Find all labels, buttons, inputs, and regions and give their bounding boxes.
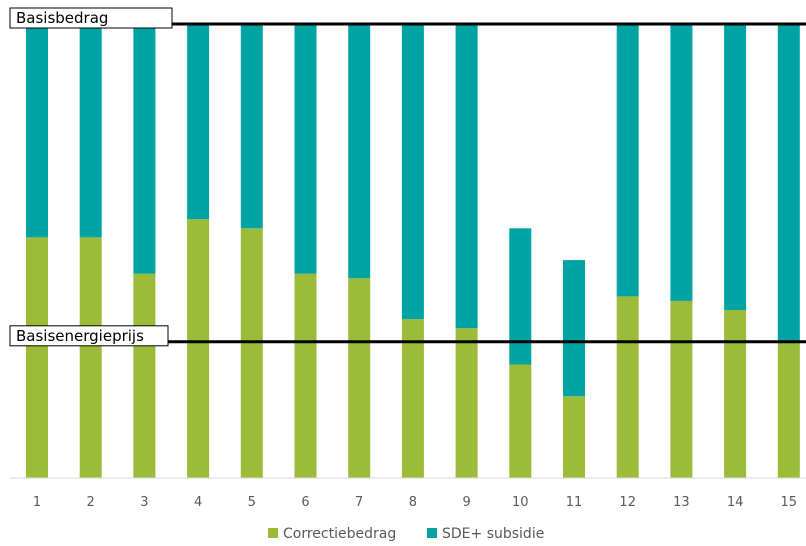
bar-sde-subsidie-11	[563, 260, 585, 397]
x-tick-label-11: 11	[566, 495, 583, 510]
reference-label-basisbedrag: Basisbedrag	[16, 9, 108, 27]
bar-correctiebedrag-5	[240, 228, 263, 478]
bar-sde-subsidie-5	[240, 24, 263, 229]
bar-correctiebedrag-12	[616, 296, 639, 478]
bar-sde-subsidie-1	[26, 24, 48, 238]
x-tick-label-15: 15	[781, 495, 798, 510]
bar-sde-subsidie-7	[348, 24, 371, 279]
bar-sde-subsidie-9	[455, 24, 478, 329]
x-tick-label-14: 14	[727, 495, 744, 510]
x-tick-label-5: 5	[248, 495, 256, 510]
legend-label-correctiebedrag: Correctiebedrag	[283, 526, 396, 542]
bar-correctiebedrag-10	[509, 364, 532, 478]
bar-correctiebedrag-1	[26, 237, 48, 478]
x-tick-labels: 1 2 3 4 5 6 7 8 9 10 11 12 13 14 15	[33, 495, 797, 510]
reference-label-box	[9, 325, 169, 347]
bar-correctiebedrag-2	[79, 237, 102, 478]
x-tick-label-2: 2	[87, 495, 95, 510]
bar-sde-subsidie-10	[509, 228, 532, 365]
bar-sde-subsidie-12	[616, 24, 639, 297]
legend: Correctiebedrag SDE+ subsidie	[268, 526, 544, 542]
x-tick-label-4: 4	[194, 495, 202, 510]
bar-correctiebedrag-15	[777, 341, 800, 478]
bar-correctiebedrag-14	[724, 310, 747, 478]
bar-sde-subsidie-13	[670, 24, 693, 301]
bar-sde-subsidie-4	[187, 24, 210, 220]
bar-correctiebedrag-6	[294, 273, 317, 478]
bar-correctiebedrag-11	[563, 396, 585, 478]
reference-lines-layer: Basisbedrag Basisenergieprijs	[9, 7, 806, 347]
bar-correctiebedrag-8	[401, 319, 424, 478]
bar-sde-subsidie-8	[401, 24, 424, 320]
bar-sde-subsidie-15	[777, 24, 800, 342]
x-tick-label-13: 13	[673, 495, 690, 510]
legend-swatch-sde-subsidie	[427, 528, 437, 538]
x-tick-label-10: 10	[512, 495, 529, 510]
bar-correctiebedrag-3	[133, 273, 156, 478]
x-tick-label-7: 7	[355, 495, 363, 510]
reference-label-basisenergieprijs: Basisenergieprijs	[16, 327, 144, 345]
bar-sde-subsidie-2	[79, 24, 102, 238]
bar-sde-subsidie-3	[133, 24, 156, 274]
bar-correctiebedrag-4	[187, 219, 210, 478]
bar-correctiebedrag-7	[348, 278, 371, 478]
reference-label-box	[9, 7, 173, 29]
bars-layer	[26, 24, 800, 478]
x-tick-label-1: 1	[33, 495, 41, 510]
x-tick-label-9: 9	[462, 495, 470, 510]
x-tick-label-3: 3	[140, 495, 148, 510]
x-tick-label-6: 6	[301, 495, 309, 510]
x-tick-label-8: 8	[409, 495, 417, 510]
legend-label-sde-subsidie: SDE+ subsidie	[442, 526, 544, 542]
x-tick-label-12: 12	[619, 495, 636, 510]
legend-swatch-correctiebedrag	[268, 528, 278, 538]
bar-sde-subsidie-6	[294, 24, 317, 274]
bar-correctiebedrag-9	[455, 328, 478, 478]
bar-correctiebedrag-13	[670, 300, 693, 478]
bar-sde-subsidie-14	[724, 24, 747, 311]
